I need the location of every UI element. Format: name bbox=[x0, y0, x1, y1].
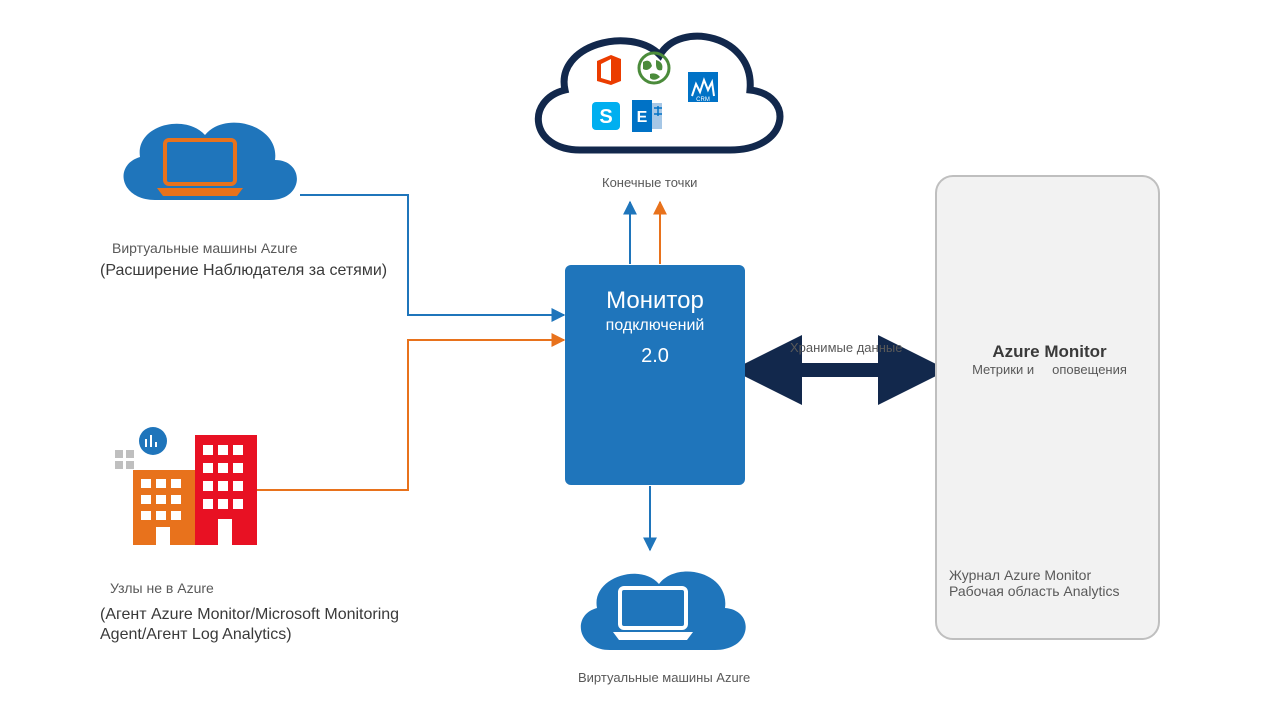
onprem-buildings-icon bbox=[115, 427, 257, 545]
svg-text:S: S bbox=[599, 106, 612, 128]
monitor-title: Монитор bbox=[565, 287, 745, 315]
label-azure-vm-sub: (Расширение Наблюдателя за сетями) bbox=[100, 262, 387, 280]
skype-icon: S bbox=[592, 102, 620, 130]
azure-monitor-sub: Метрики и оповещения bbox=[937, 362, 1162, 377]
monitor-box: Монитор подключений 2.0 bbox=[565, 265, 745, 485]
cloud-bottom-vm-icon bbox=[581, 572, 746, 650]
monitor-version: 2.0 bbox=[565, 345, 745, 368]
label-stored-data: Хранимые данные bbox=[790, 340, 902, 355]
label-onprem: Узлы не в Azure bbox=[110, 580, 214, 596]
label-endpoints: Конечные точки bbox=[602, 175, 697, 190]
edge-azurevm-to-monitor bbox=[300, 195, 564, 315]
label-onprem-sub: (Агент Azure Monitor/Microsoft Monitorin… bbox=[100, 605, 420, 645]
right-panel: Azure Monitor Метрики и оповещения Журна… bbox=[935, 175, 1160, 640]
label-bottom-vm: Виртуальные машины Azure bbox=[578, 670, 750, 685]
cloud-azure-vm-icon bbox=[124, 123, 297, 200]
label-azure-vm: Виртуальные машины Azure bbox=[112, 240, 298, 256]
office-icon bbox=[595, 55, 621, 85]
edge-onprem-to-monitor bbox=[255, 340, 564, 490]
log-analytics-sub: Рабочая область Analytics bbox=[949, 583, 1159, 599]
crm-icon: CRM bbox=[688, 72, 718, 103]
monitor-subtitle: подключений bbox=[565, 317, 745, 335]
cloud-endpoints-icon: CRM S E bbox=[538, 36, 780, 150]
azure-monitor-title: Azure Monitor bbox=[937, 342, 1162, 362]
log-analytics-title: Журнал Azure Monitor bbox=[949, 567, 1159, 583]
svg-text:E: E bbox=[637, 109, 648, 126]
exchange-icon: E bbox=[632, 100, 662, 132]
svg-text:CRM: CRM bbox=[696, 97, 710, 103]
